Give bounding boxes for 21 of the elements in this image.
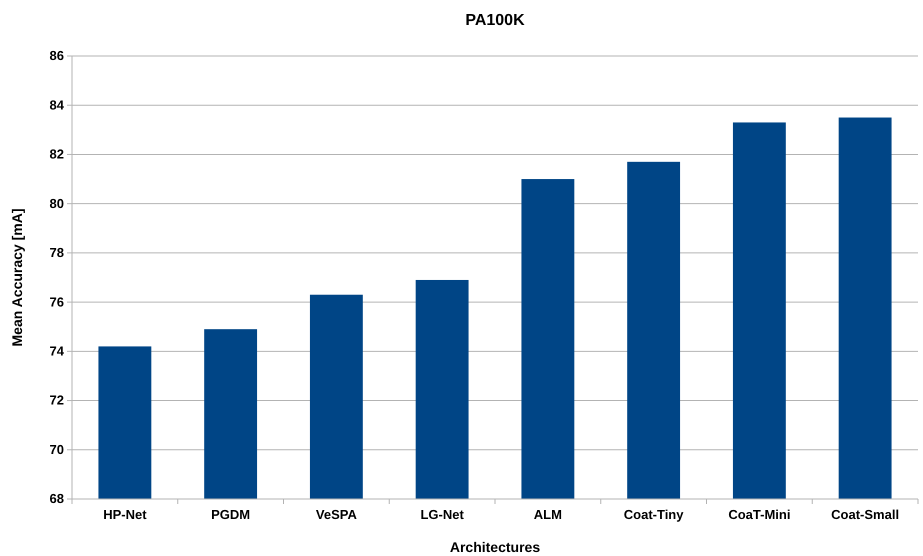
y-tick-label: 68	[50, 491, 64, 506]
x-tick-label: CoaT-Mini	[728, 506, 790, 522]
y-tick-label: 76	[50, 294, 64, 310]
x-tick-label: Coat-Small	[831, 506, 900, 522]
x-tick-label: Coat-Tiny	[624, 506, 684, 522]
y-tick-label: 86	[50, 48, 64, 64]
y-tick-label: 70	[50, 442, 64, 457]
x-tick-label: VeSPA	[316, 506, 358, 522]
chart-title: PA100K	[465, 12, 526, 29]
y-tick-label: 80	[50, 196, 64, 211]
y-axis-title: Mean Accuracy [mA]	[9, 208, 25, 346]
y-tick-label: 82	[50, 146, 64, 162]
x-tick-label: HP-Net	[103, 506, 148, 522]
y-tick-label: 72	[50, 392, 64, 408]
x-axis-title: Architectures	[450, 539, 540, 555]
x-tick-label: LG-Net	[420, 506, 464, 522]
x-tick-label: ALM	[534, 506, 562, 522]
y-tick-label: 78	[50, 245, 64, 260]
y-tick-label: 84	[50, 97, 65, 112]
y-tick-label: 74	[50, 343, 65, 358]
x-tick-label: PGDM	[211, 506, 250, 522]
